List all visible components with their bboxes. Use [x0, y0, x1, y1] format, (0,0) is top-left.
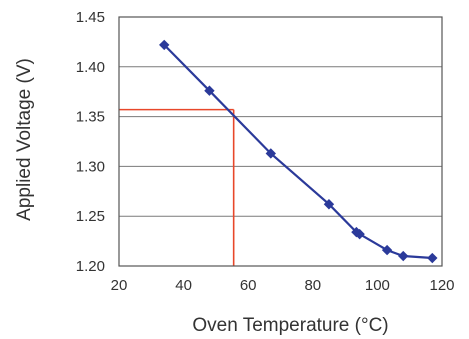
data-point-8	[427, 252, 438, 264]
x-tick-label: 40	[175, 277, 192, 294]
data-point-1	[204, 85, 215, 96]
grid-lines	[119, 66, 442, 217]
data-point-2	[265, 148, 277, 159]
y-tick-label: 1.30	[76, 158, 105, 175]
y-tick-label: 1.20	[76, 258, 105, 275]
y-tick-label: 1.25	[76, 208, 105, 225]
series-line	[163, 44, 433, 260]
x-axis-title: Oven Temperature (°C)	[192, 315, 388, 336]
x-tick-label: 80	[304, 277, 321, 294]
data-point-7	[398, 250, 409, 262]
x-tick-label: 120	[429, 277, 454, 294]
reference-lines	[119, 108, 235, 266]
y-axis-title: Applied Voltage (V)	[14, 58, 35, 221]
y-tick-label: 1.45	[76, 9, 105, 26]
x-axis-ticks: 20 40 60 80 100 120	[111, 277, 455, 294]
x-tick-label: 60	[240, 277, 257, 294]
data-point-5	[354, 228, 365, 240]
y-tick-label: 1.40	[76, 59, 105, 76]
data-point-0	[159, 39, 170, 51]
x-tick-label: 20	[111, 277, 128, 294]
plot-area-frame	[118, 16, 443, 267]
y-tick-label: 1.35	[76, 109, 105, 126]
x-tick-label: 100	[365, 277, 390, 294]
y-axis-ticks: 1.20 1.25 1.30 1.35 1.40 1.45	[76, 9, 105, 275]
series	[159, 39, 438, 264]
data-point-6	[381, 244, 393, 256]
data-point-3	[323, 199, 335, 210]
